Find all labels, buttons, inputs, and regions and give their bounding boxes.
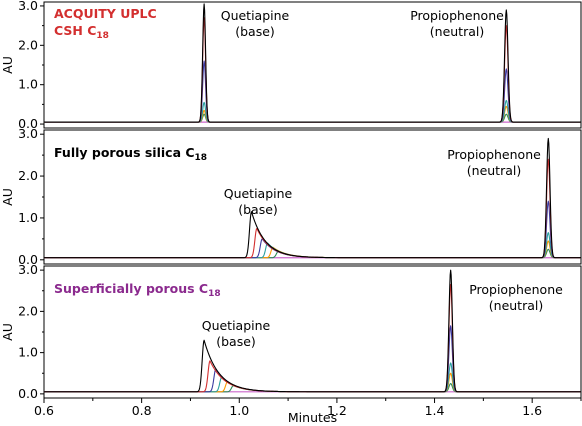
panel-title-subscript: 18	[96, 31, 109, 41]
x-tick-label: 1.0	[229, 403, 249, 418]
chart-panels: 0.0 1.0 2.0 3.0 AU ACQUITY UPLC CSH C18 Quetiap…	[0, 0, 582, 401]
x-axis-title: Minutes	[288, 410, 337, 425]
y-tick-label: 1.0	[18, 77, 38, 92]
panel-title: ACQUITY UPLC	[54, 6, 157, 21]
y-tick-label: 2.0	[18, 168, 38, 183]
panel-title: Superficially porous C18	[54, 281, 221, 299]
peak-label: Propiophenone	[447, 147, 541, 162]
series-trace-3	[43, 200, 582, 259]
y-tick-label: 3.0	[18, 126, 38, 141]
y-tick-label: 0.0	[18, 252, 38, 267]
x-tick-label: 0.6	[34, 403, 54, 418]
series-trace-1	[43, 137, 582, 259]
y-axis-title: AU	[0, 323, 15, 341]
x-axis: 0.6 0.8 1.0 1.2 1.4 1.6	[34, 398, 582, 418]
x-tick-label: 1.2	[327, 403, 347, 418]
chart-panel-3: 0.0 1.0 2.0 3.0 AU Superficially porous C18 Qu…	[0, 262, 582, 401]
y-axis-title: AU	[0, 56, 15, 74]
peak-label-sub: (neutral)	[467, 163, 521, 178]
x-tick-label: 1.6	[522, 403, 542, 418]
series-trace-3	[43, 60, 582, 123]
y-tick-label: 1.0	[18, 210, 38, 225]
y-axis-title: AU	[0, 188, 15, 206]
panel-title-subscript: 18	[208, 289, 221, 299]
series-trace-5	[43, 240, 582, 259]
series-trace-4	[43, 232, 582, 259]
y-tick-label: 1.0	[18, 345, 38, 360]
y-tick-label: 3.0	[18, 262, 38, 277]
peak-label: Quetiapine	[202, 318, 271, 333]
series-trace-4	[43, 99, 582, 123]
series-trace-1	[43, 269, 582, 393]
peak-label-sub: (neutral)	[430, 24, 484, 39]
peak-label-sub: (base)	[235, 24, 275, 39]
series-trace-3	[43, 325, 582, 393]
y-tick-label: 2.0	[18, 303, 38, 318]
series-trace-6	[43, 248, 582, 259]
peak-label: Propiophenone	[469, 282, 563, 297]
series-trace-5	[43, 105, 582, 123]
chart-panel-2: 0.0 1.0 2.0 3.0 AU Fully porous silica C18 Que…	[0, 126, 582, 267]
series-trace-1	[43, 3, 582, 123]
series-trace-2	[43, 17, 582, 123]
peak-label-sub: (base)	[216, 334, 256, 349]
series-trace-5	[43, 372, 582, 393]
peak-label: Quetiapine	[224, 186, 293, 201]
series-trace-4	[43, 362, 582, 393]
series-trace-6	[43, 383, 582, 393]
x-tick-label: 1.4	[425, 403, 445, 418]
peak-label-sub: (neutral)	[489, 298, 543, 313]
panel-title-line2: CSH C18	[54, 23, 109, 41]
panel-title-subscript: 18	[195, 153, 208, 163]
chart-panel-1: 0.0 1.0 2.0 3.0 AU ACQUITY UPLC CSH C18 Quetiap…	[0, 0, 582, 131]
peak-label: Propiophenone	[410, 8, 504, 23]
peak-label: Quetiapine	[221, 8, 290, 23]
peak-label-sub: (base)	[238, 202, 278, 217]
y-tick-label: 0.0	[18, 386, 38, 401]
y-tick-label: 0.0	[18, 116, 38, 131]
y-tick-label: 2.0	[18, 37, 38, 52]
panel-title: Fully porous silica C18	[54, 145, 207, 163]
x-tick-label: 0.8	[132, 403, 152, 418]
series-trace-6	[43, 113, 582, 123]
y-tick-label: 3.0	[18, 0, 38, 13]
